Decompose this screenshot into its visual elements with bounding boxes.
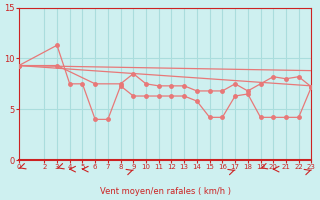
X-axis label: Vent moyen/en rafales ( km/h ): Vent moyen/en rafales ( km/h ): [100, 187, 231, 196]
